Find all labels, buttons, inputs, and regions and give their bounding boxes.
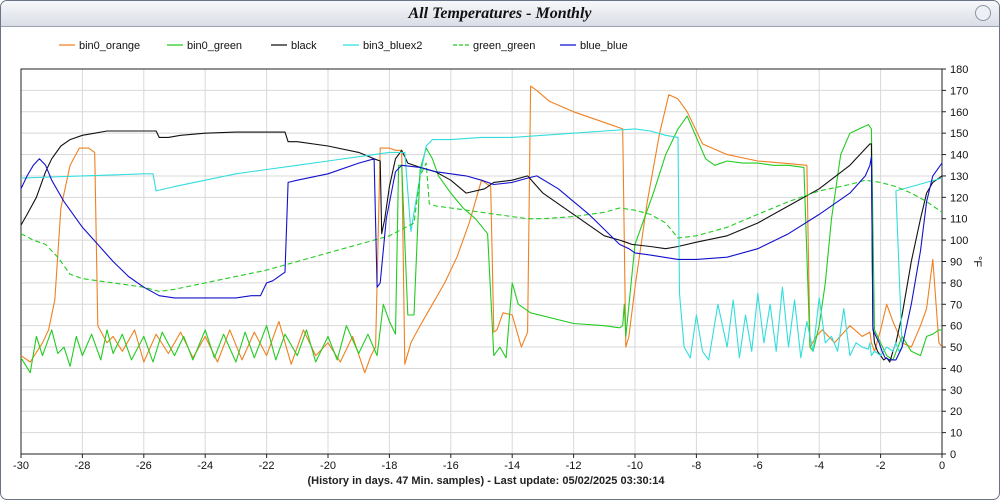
- x-tick-label: -20: [320, 460, 336, 472]
- y-tick-label: 160: [950, 107, 968, 119]
- y-tick-label: 80: [950, 278, 962, 290]
- x-tick-label: -6: [753, 460, 763, 472]
- y-tick-label: 140: [950, 150, 968, 162]
- x-tick-label: -18: [381, 460, 397, 472]
- x-tick-label: -30: [13, 460, 29, 472]
- x-tick-label: -14: [504, 460, 520, 472]
- x-tick-label: -4: [814, 460, 824, 472]
- legend-label: bin0_orange: [79, 40, 140, 52]
- y-tick-label: 170: [950, 85, 968, 97]
- title-bar: All Temperatures - Monthly: [1, 1, 999, 27]
- series-line-blue-blue: [20, 156, 943, 361]
- legend-label: green_green: [473, 40, 535, 52]
- y-tick-label: 150: [950, 128, 968, 140]
- y-tick-label: 180: [950, 64, 968, 76]
- y-tick-label: 130: [950, 171, 968, 183]
- series-line-black: [20, 130, 943, 363]
- legend-label: blue_blue: [580, 40, 628, 52]
- x-tick-label: -26: [136, 460, 152, 472]
- y-tick-label: 100: [950, 235, 968, 247]
- y-tick-label: 60: [950, 321, 962, 333]
- series-line-bin0-green: [20, 115, 942, 374]
- y-tick-label: 50: [950, 342, 962, 354]
- x-tick-label: -12: [566, 460, 582, 472]
- y-tick-label: 120: [950, 192, 968, 204]
- series-line-bin0-orange: [20, 85, 943, 374]
- x-tick-label: -22: [259, 460, 275, 472]
- x-tick-label: -8: [692, 460, 702, 472]
- y-tick-label: 40: [950, 363, 962, 375]
- x-axis-label: (History in days. 47 Min. samples) - Las…: [307, 475, 665, 487]
- legend-label: bin3_bluex2: [363, 40, 422, 52]
- y-tick-label: 30: [950, 385, 962, 397]
- y-tick-label: 70: [950, 299, 962, 311]
- y-tick-label: 90: [950, 257, 962, 269]
- y-axis-label: °F: [971, 256, 983, 267]
- x-tick-label: 0: [939, 460, 945, 472]
- x-tick-label: -28: [74, 460, 90, 472]
- series-line-green-green: [20, 162, 943, 292]
- x-tick-label: -24: [197, 460, 213, 472]
- series-line-bin3-bluex2: [20, 128, 943, 361]
- x-tick-label: -2: [876, 460, 886, 472]
- y-tick-label: 0: [950, 449, 956, 461]
- y-tick-label: 10: [950, 428, 962, 440]
- chart-title: All Temperatures - Monthly: [408, 5, 592, 22]
- y-tick-label: 110: [950, 214, 968, 226]
- legend-label: bin0_green: [187, 40, 242, 52]
- x-tick-label: -16: [443, 460, 459, 472]
- x-tick-label: -10: [627, 460, 643, 472]
- y-tick-label: 20: [950, 406, 962, 418]
- legend-label: black: [291, 40, 317, 52]
- close-icon[interactable]: [975, 5, 991, 21]
